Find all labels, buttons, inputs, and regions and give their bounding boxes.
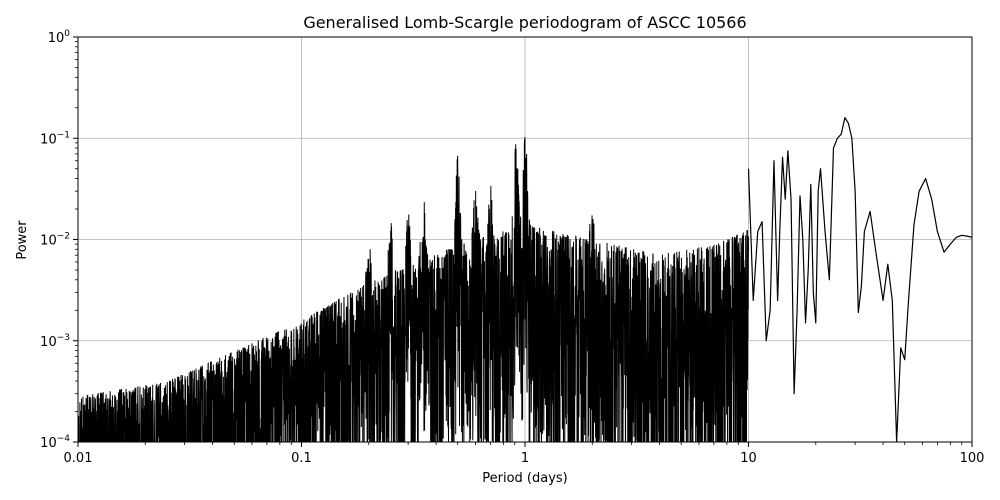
chart-title: Generalised Lomb-Scargle periodogram of … (303, 13, 746, 32)
plot-area (78, 116, 972, 442)
x-axis-label: Period (days) (482, 471, 568, 486)
x-tick-label: 0.01 (64, 451, 93, 466)
series-line (747, 116, 972, 442)
y-axis: 10−4 10−3 10−2 10−1 100 (40, 29, 78, 451)
y-tick-label: 10−2 (40, 232, 70, 249)
spectrum-noise-line (78, 136, 749, 442)
x-tick-label: 10 (740, 451, 757, 466)
y-tick-label: 100 (48, 29, 71, 46)
y-tick-label: 10−4 (40, 434, 70, 451)
x-tick-label: 100 (960, 451, 985, 466)
y-tick-label: 10−1 (40, 130, 70, 147)
y-tick-label: 10−3 (40, 333, 70, 350)
x-tick-label: 0.1 (291, 451, 312, 466)
x-tick-label: 1 (521, 451, 529, 466)
y-axis-label: Power (15, 220, 30, 260)
x-axis: 0.01 0.1 1 10 100 (64, 442, 985, 466)
